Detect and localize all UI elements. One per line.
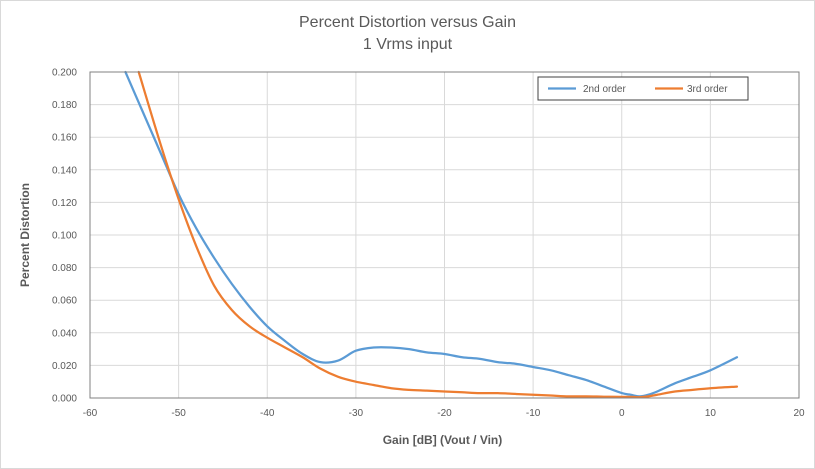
legend-label: 2nd order [583, 84, 626, 95]
legend-label: 3rd order [687, 84, 728, 95]
x-tick-label: -40 [260, 408, 275, 419]
y-tick-label: 0.120 [52, 198, 77, 209]
y-tick-label: 0.160 [52, 133, 77, 144]
tick-labels: 0.000 0.020 0.040 0.060 0.080 0.100 0.120 0.140… [52, 68, 805, 420]
y-tick-label: 0.200 [52, 68, 77, 79]
plot-area [89, 71, 800, 399]
x-tick-label: -30 [349, 408, 364, 419]
y-tick-label: 0.180 [52, 100, 77, 111]
x-tick-label: 20 [793, 408, 805, 419]
y-tick-label: 0.080 [52, 263, 77, 274]
series-line-third-order [137, 70, 739, 399]
grid [89, 71, 800, 399]
legend-box [537, 76, 749, 101]
y-tick-label: 0.020 [52, 361, 77, 372]
x-tick-label: 10 [705, 408, 717, 419]
chart-title: Percent Distortion versus Gain [299, 14, 516, 31]
y-tick-label: 0.040 [52, 328, 77, 339]
series-line-second-order [124, 70, 739, 398]
y-tick-label: 0.060 [52, 296, 77, 307]
x-tick-label: -60 [83, 408, 98, 419]
x-tick-label: -10 [526, 408, 541, 419]
y-tick-label: 0.100 [52, 231, 77, 242]
y-tick-label: 0.140 [52, 165, 77, 176]
series-lines [124, 70, 739, 399]
x-tick-label: -20 [437, 408, 452, 419]
x-tick-label: 0 [619, 408, 625, 419]
x-axis-label: Gain [dB] (Vout / Vin) [383, 433, 503, 447]
y-tick-label: 0.000 [52, 394, 77, 405]
chart-subtitle: 1 Vrms input [362, 36, 453, 53]
x-tick-label: -50 [171, 408, 186, 419]
legend: 2nd order 3rd order [537, 76, 749, 101]
y-axis-label: Percent Distortion [18, 183, 32, 287]
